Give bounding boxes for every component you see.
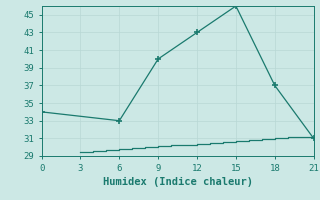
X-axis label: Humidex (Indice chaleur): Humidex (Indice chaleur) (103, 177, 252, 187)
